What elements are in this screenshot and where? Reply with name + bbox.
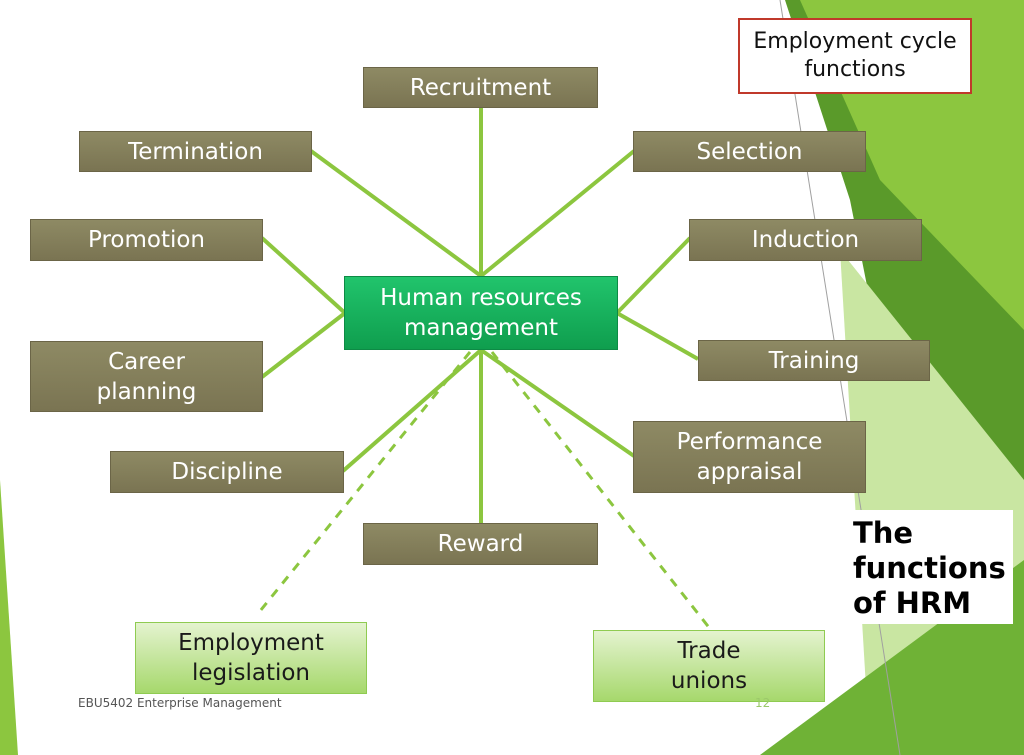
legislation-label-line-1: Employment	[178, 630, 324, 656]
trade-unions-box: Trade unions	[593, 630, 825, 702]
reward-box: Reward	[363, 523, 598, 565]
connector-promotion	[260, 236, 347, 315]
performance-label-line-1: Performance	[676, 429, 823, 455]
footer-course: EBU5402 Enterprise Management	[78, 696, 282, 710]
discipline-label: Discipline	[171, 459, 283, 485]
selection-label: Selection	[696, 138, 803, 165]
footer-page-number: 12	[755, 696, 771, 710]
center-label-line-1: Human resources	[380, 285, 582, 311]
recruitment-label: Recruitment	[409, 74, 552, 101]
connector-performance	[479, 348, 636, 458]
reward-label: Reward	[437, 531, 524, 557]
center-label-line-2: management	[403, 315, 559, 341]
dashed-connector-unions	[490, 351, 713, 631]
connector-induction	[615, 236, 692, 315]
legislation-label-line-2: legislation	[191, 660, 311, 686]
dashed-connector-legislation	[254, 351, 472, 617]
discipline-box: Discipline	[110, 451, 344, 493]
slide-title: The functions of HRM	[843, 510, 1013, 624]
promotion-label: Promotion	[87, 227, 206, 253]
connector-career	[260, 311, 347, 379]
induction-label: Induction	[751, 227, 860, 253]
performance-appraisal-box: Performance appraisal	[633, 421, 866, 493]
title-line-3: of HRM	[853, 586, 972, 620]
left-edge-wedge	[0, 480, 18, 755]
callout-line-1: Employment cycle	[753, 29, 957, 54]
training-box: Training	[698, 340, 930, 381]
connector-selection	[479, 149, 636, 278]
title-line-1: The	[853, 516, 914, 550]
termination-label: Termination	[128, 138, 263, 165]
connector-discipline	[341, 348, 483, 473]
induction-box: Induction	[689, 219, 922, 261]
title-line-2: functions	[853, 551, 1006, 585]
employment-cycle-callout: Employment cycle functions	[738, 18, 972, 94]
callout-line-2: functions	[804, 57, 906, 82]
promotion-box: Promotion	[30, 219, 263, 261]
selection-box: Selection	[633, 131, 866, 172]
career-label-line-2: planning	[96, 378, 197, 405]
unions-label-line-1: Trade	[677, 638, 741, 664]
unions-label-line-2: unions	[670, 668, 748, 694]
employment-legislation-box: Employment legislation	[135, 622, 367, 694]
connector-training	[616, 311, 699, 361]
career-planning-box: Career planning	[30, 341, 263, 412]
connector-termination	[309, 149, 483, 278]
training-label: Training	[768, 347, 860, 374]
termination-box: Termination	[79, 131, 312, 172]
hrm-center-box: Human resources management	[344, 276, 618, 350]
performance-label-line-2: appraisal	[696, 459, 803, 485]
recruitment-box: Recruitment	[363, 67, 598, 108]
career-label-line-1: Career	[108, 348, 185, 375]
